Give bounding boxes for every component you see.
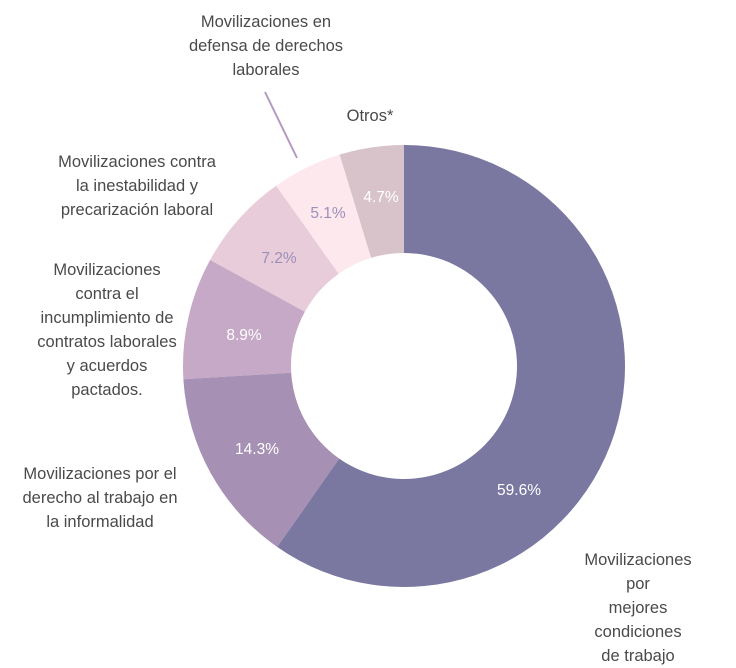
value-label: 5.1% [310,205,346,222]
category-label: Movilizaciones en defensa de derechos la… [188,13,344,79]
category-label: Movilizaciones contra el incumplimiento … [37,261,177,399]
slice [183,259,305,380]
value-label: 59.6% [497,482,541,499]
value-label: 7.2% [261,250,297,267]
slice [183,372,340,548]
slice [339,145,404,258]
page: {"chart_data": {"type": "donut", "labels… [22,13,692,665]
leader-line [264,91,298,159]
category-label: Movilizaciones por el derecho al trabajo… [22,465,178,531]
category-label: Otros* [346,107,394,125]
category-label: Movilizaciones contra la inestabilidad y… [58,153,216,219]
category-label: Movilizaciones por mejores condiciones d… [584,551,692,665]
slice [277,145,625,587]
value-label: 8.9% [226,327,262,344]
slice [210,185,339,312]
chart [183,91,625,587]
value-label: 4.7% [363,189,399,206]
slice [276,154,372,274]
value-label: 14.3% [235,441,279,458]
